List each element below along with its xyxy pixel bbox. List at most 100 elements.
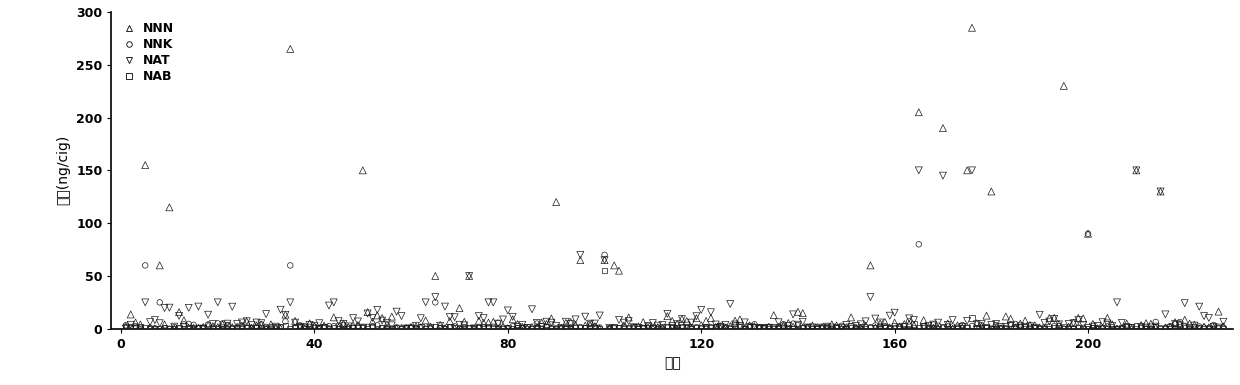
NAB	[942, 325, 962, 331]
NAT	[217, 321, 237, 327]
NAT	[629, 325, 649, 331]
NNK	[899, 318, 919, 325]
NNK	[1092, 325, 1112, 331]
NNK	[265, 326, 285, 332]
NAB	[1074, 326, 1094, 332]
NNK	[334, 322, 353, 328]
NNK	[787, 322, 807, 328]
NAB	[861, 325, 880, 331]
NNK	[1021, 325, 1040, 331]
NAB	[290, 323, 310, 330]
NNN	[629, 323, 649, 329]
NAT	[242, 322, 262, 328]
NNK	[319, 323, 339, 329]
NNK	[880, 325, 900, 331]
NAB	[1025, 325, 1045, 331]
NNN	[542, 315, 562, 321]
NNK	[188, 325, 208, 331]
NAB	[884, 323, 904, 329]
NNK	[764, 325, 784, 331]
NAT	[696, 325, 715, 331]
NAT	[1131, 324, 1151, 330]
NNN	[802, 322, 822, 328]
NNN	[319, 326, 339, 332]
NNN	[904, 322, 924, 328]
NAT	[1049, 321, 1069, 328]
NNN	[962, 25, 982, 31]
NNN	[687, 315, 707, 321]
NAT	[507, 324, 527, 330]
NAB	[1189, 324, 1209, 330]
NAB	[580, 325, 600, 331]
NAB	[1029, 325, 1049, 331]
NNN	[634, 319, 653, 325]
NNN	[227, 323, 247, 330]
NNK	[547, 325, 567, 331]
NNK	[1044, 323, 1064, 330]
NAT	[585, 320, 605, 326]
NAT	[647, 323, 667, 329]
NAB	[208, 326, 228, 332]
Legend: NNN, NNK, NAT, NAB: NNN, NNK, NAT, NAB	[118, 18, 177, 87]
NAT	[1078, 325, 1097, 331]
NNN	[295, 325, 315, 331]
NNN	[672, 316, 692, 322]
NAT	[125, 325, 145, 331]
NAT	[889, 325, 909, 331]
NNK	[329, 323, 348, 329]
NAB	[817, 325, 837, 331]
NAT	[445, 314, 465, 320]
NAB	[357, 325, 377, 331]
NAB	[1141, 325, 1161, 331]
NAT	[866, 316, 885, 322]
NAT	[1001, 323, 1021, 329]
NNN	[1189, 325, 1209, 331]
NNN	[1146, 325, 1166, 331]
NNN	[474, 320, 494, 326]
NNK	[784, 321, 804, 327]
NNK	[464, 326, 484, 332]
NAT	[188, 303, 208, 310]
NAB	[203, 325, 223, 331]
NAT	[609, 317, 629, 323]
NNN	[1171, 321, 1190, 327]
NAT	[1166, 321, 1185, 327]
NAT	[474, 315, 494, 321]
NAT	[1171, 322, 1190, 328]
NAT	[604, 325, 624, 331]
NNN	[280, 46, 300, 52]
NNN	[894, 321, 914, 327]
NAB	[774, 324, 794, 330]
NNK	[832, 323, 852, 329]
NAB	[846, 325, 866, 331]
NAB	[639, 325, 658, 331]
NAB	[1166, 326, 1185, 332]
NNN	[260, 321, 280, 327]
NNK	[1199, 325, 1219, 331]
NNN	[1064, 320, 1084, 326]
NAB	[929, 325, 949, 331]
NNK	[604, 325, 624, 331]
NNN	[382, 313, 402, 320]
NNN	[160, 204, 180, 210]
NAT	[169, 313, 188, 319]
NAT	[489, 321, 508, 327]
NNN	[1107, 326, 1127, 332]
NAT	[547, 323, 567, 329]
NNK	[1136, 326, 1156, 332]
NNK	[527, 320, 547, 326]
NNN	[387, 325, 407, 331]
NAT	[639, 323, 658, 329]
NNN	[1044, 315, 1064, 321]
NNN	[459, 273, 479, 279]
NNN	[1001, 316, 1021, 322]
NAT	[305, 323, 325, 329]
NAT	[624, 324, 644, 330]
NNK	[1194, 325, 1214, 331]
NNN	[812, 324, 832, 330]
NNN	[981, 188, 1001, 194]
NNK	[1166, 321, 1185, 327]
NAB	[1054, 326, 1074, 332]
NNK	[1025, 325, 1045, 331]
NAT	[812, 325, 832, 331]
